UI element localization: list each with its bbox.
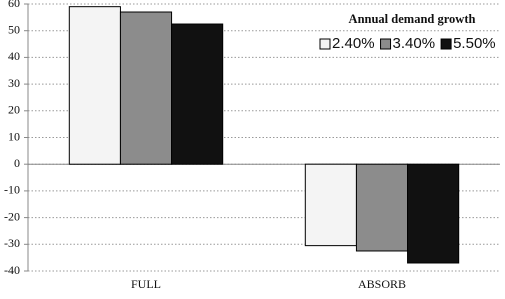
y-tick-label: -20 <box>4 209 20 223</box>
legend-label: 3.40% <box>393 35 436 52</box>
y-tick-label: 40 <box>8 49 20 63</box>
y-tick-label: -30 <box>4 236 20 250</box>
y-tick-label: 0 <box>14 156 20 170</box>
legend-swatch <box>319 38 331 50</box>
legend-label: 2.40% <box>332 35 375 52</box>
legend-label: 5.50% <box>453 35 496 52</box>
bar <box>171 23 224 165</box>
bar <box>407 163 460 264</box>
x-tick-label: ABSORB <box>358 277 406 291</box>
y-tick-label: -40 <box>4 263 20 277</box>
y-tick-label: -10 <box>4 183 20 197</box>
y-tick-label: 50 <box>8 22 20 36</box>
y-tick-label: 20 <box>8 103 20 117</box>
x-tick-label: FULL <box>131 277 161 291</box>
y-tick-label: 30 <box>8 76 20 90</box>
bar <box>304 163 357 247</box>
y-tick-label: 60 <box>8 0 20 10</box>
legend-title: Annual demand growth <box>349 12 476 26</box>
y-tick-label: 10 <box>8 129 20 143</box>
legend-swatch <box>380 38 392 50</box>
bar <box>68 6 121 165</box>
bar <box>355 163 409 252</box>
legend-swatch <box>440 38 452 50</box>
bar <box>119 11 173 165</box>
